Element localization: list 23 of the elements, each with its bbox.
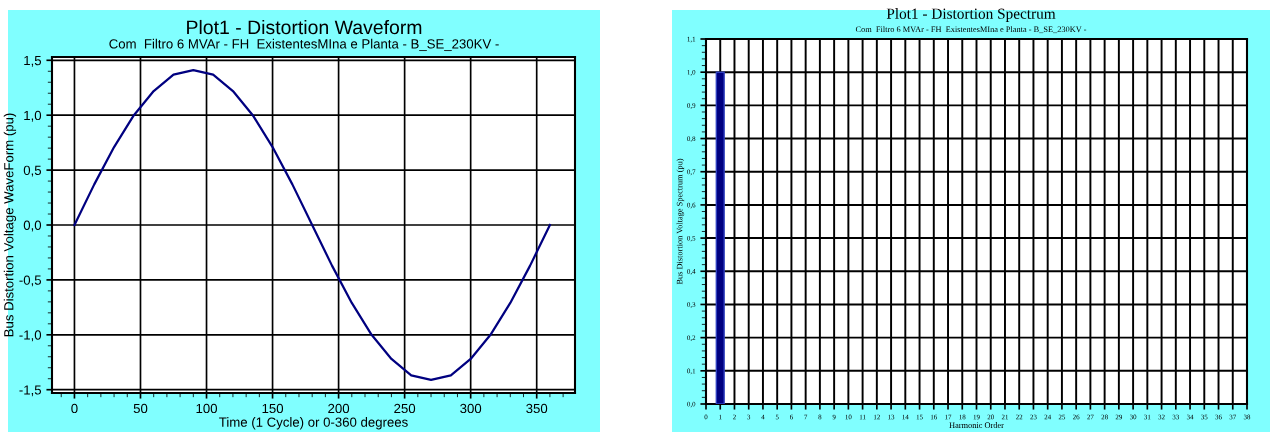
chart-title: Plot1 - Distortion Spectrum (886, 8, 1056, 22)
x-tick-label: 350 (526, 403, 548, 414)
x-tick-label: 250 (394, 403, 416, 414)
x-tick-label: 100 (196, 403, 218, 414)
x-axis-title: Time (1 Cycle) or 0-360 degrees (219, 417, 408, 430)
y-tick-label: 0,0 (23, 220, 42, 232)
chart-subtitle: Com Filtro 6 MVAr - FH ExistentesMIna e Planta - B_SE_230KV - (109, 38, 499, 52)
y-tick-label: -1,5 (19, 385, 42, 397)
y-axis-title: Bus Distortion Voltage WaveForm (pu) (3, 113, 17, 337)
x-tick-label: 300 (460, 403, 482, 414)
y-tick-label: 0,5 (23, 165, 42, 177)
x-axis-title: Harmonic Order (949, 422, 1004, 428)
y-tick-label: -1,0 (19, 330, 42, 342)
y-axis-title: Bus Distortion Voltage Spectrum (pu) (676, 158, 685, 285)
chart-subtitle: Com Filtro 6 MVAr - FH ExistentesMIna e Planta - B_SE_230KV - (855, 26, 1087, 34)
x-tick-label: 150 (262, 403, 284, 414)
chart-title: Plot1 - Distortion Waveform (187, 19, 422, 35)
x-tick-label: 200 (328, 403, 350, 414)
y-tick-label: -0,5 (19, 275, 42, 287)
x-tick-label: 50 (133, 403, 148, 414)
y-tick-label: 1,0 (24, 110, 42, 122)
y-tick-label: 1,5 (24, 56, 42, 67)
x-tick-label: 0 (71, 403, 78, 414)
